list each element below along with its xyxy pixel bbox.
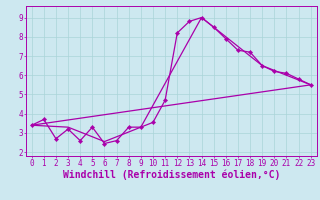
X-axis label: Windchill (Refroidissement éolien,°C): Windchill (Refroidissement éolien,°C) xyxy=(62,169,280,180)
